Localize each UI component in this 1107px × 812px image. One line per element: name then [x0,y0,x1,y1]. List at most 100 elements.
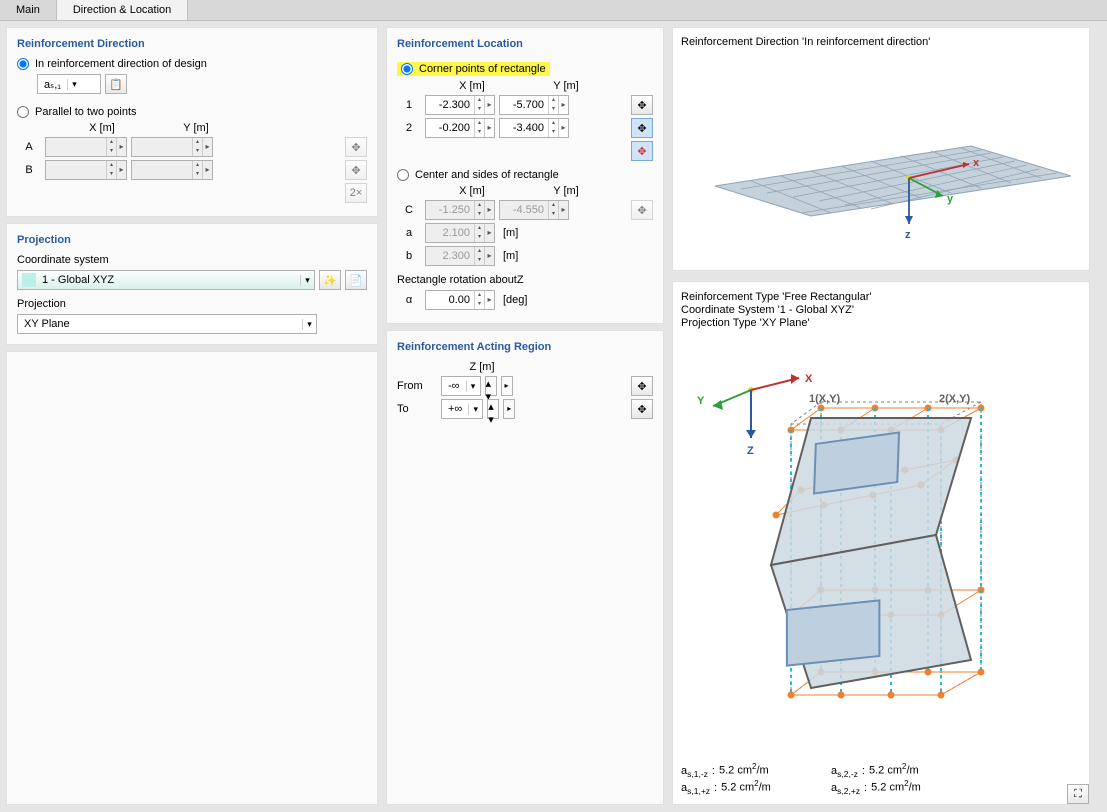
pick-to-icon-button[interactable]: ✥ [631,399,653,419]
unit-m: [m] [503,250,518,262]
list-icon-button[interactable]: 📋 [105,74,127,94]
info-proj: Projection Type 'XY Plane' [681,317,1081,329]
row-label-a: a [397,227,421,239]
direction-preview: Reinforcement Direction 'In reinforcemen… [672,27,1090,271]
pt1-y-input[interactable]: ▴▾▸ [499,95,569,115]
location-opt-corner[interactable]: Corner points of rectangle [397,62,550,76]
pick-b-icon-button: ✥ [345,160,367,180]
tab-main[interactable]: Main [0,0,57,20]
location-opt-center[interactable]: Center and sides of rectangle [397,169,653,181]
reinforcement-location-panel: Reinforcement Location Corner points of … [386,27,664,324]
pt1-x-input[interactable]: ▴▾▸ [425,95,495,115]
chevron-down-icon[interactable]: ▾ [302,319,316,330]
c-x-input: ▴▾▸ [425,200,495,220]
a-x-input: ▴▾▸ [45,137,127,157]
unit-deg: [deg] [503,294,527,306]
panel-title: Reinforcement Direction [17,38,367,50]
panel-title: Projection [17,234,367,246]
as-val: 5.2 cm2/m [719,762,769,777]
info-type: Reinforcement Type 'Free Rectangular' [681,291,1081,303]
header-x: X [m] [57,122,147,134]
pt2-y-input[interactable]: ▴▾▸ [499,118,569,138]
unit-m: [m] [503,227,518,239]
row-label-alpha: α [397,294,421,306]
svg-text:1(X,Y): 1(X,Y) [809,393,841,405]
svg-text:z: z [905,229,911,241]
row-label-a: A [17,141,41,153]
c-y-input: ▴▾▸ [499,200,569,220]
from-label: From [397,380,437,392]
header-x: X [m] [427,185,517,197]
chevron-down-icon[interactable]: ▾ [466,381,480,392]
info-cs: Coordinate System '1 - Global XYZ' [681,304,1081,316]
preview-title-1: Reinforcement Direction 'In reinforcemen… [681,36,1081,48]
as-value: aₛ,₁ [38,78,67,91]
radio-label: Center and sides of rectangle [415,169,559,181]
row-label-b: B [17,164,41,176]
projection-panel: Projection Coordinate system 1 - Global … [6,223,378,345]
direction-opt-in-reinforcement[interactable]: In reinforcement direction of design [17,58,367,70]
tab-direction-location[interactable]: Direction & Location [57,0,188,20]
chevron-down-icon[interactable]: ▾ [67,79,81,90]
direction-preview-svg: x y z [681,56,1079,256]
direction-opt-parallel[interactable]: Parallel to two points [17,106,367,118]
pick-from-icon-button[interactable]: ✥ [631,376,653,396]
svg-text:x: x [973,157,980,169]
chevron-down-icon[interactable]: ▾ [300,275,314,286]
alpha-input[interactable]: ▴▾▸ [425,290,495,310]
cs-value: 1 - Global XYZ [36,274,120,286]
header-y: Y [m] [151,122,241,134]
as-select[interactable]: aₛ,₁ ▾ [37,74,101,94]
pick-a-icon-button: ✥ [345,137,367,157]
proj-label: Projection [17,298,367,310]
new-cs-icon-button[interactable]: ✨ [319,270,341,290]
expand-icon-button[interactable]: ⛶ [1067,784,1089,804]
cs-label: Coordinate system [17,254,367,266]
acting-region-panel: Reinforcement Acting Region Z [m] From -… [386,330,664,805]
radio[interactable] [17,106,29,118]
pick-2x-icon-button: 2× [345,183,367,203]
row-label-c: C [397,204,421,216]
pick-2pt-icon-button[interactable]: ✥ [631,141,653,161]
projection-select[interactable]: XY Plane ▾ [17,314,317,334]
pick-pt2-icon-button[interactable]: ✥ [631,118,653,138]
svg-text:y: y [947,193,954,205]
as-key: as,1,+z [681,782,710,796]
header-z: Z [m] [437,361,527,373]
pt2-x-input[interactable]: ▴▾▸ [425,118,495,138]
header-x: X [m] [427,80,517,92]
pick-pt1-icon-button[interactable]: ✥ [631,95,653,115]
b-x-input: ▴▾▸ [45,160,127,180]
to-select[interactable]: +∞▾ [441,399,483,419]
radio-label: In reinforcement direction of design [35,58,207,70]
radio[interactable] [401,63,413,75]
coord-system-select[interactable]: 1 - Global XYZ ▾ [17,270,315,290]
row-label-1: 1 [397,99,421,111]
as-key: as,1,-z [681,765,708,779]
proj-value: XY Plane [18,318,76,330]
edit-cs-icon-button[interactable]: 📄 [345,270,367,290]
svg-text:Z: Z [747,445,754,457]
chevron-down-icon[interactable]: ▾ [468,404,482,415]
b-y-input: ▴▾▸ [131,160,213,180]
svg-text:Y: Y [697,395,705,407]
header-y: Y [m] [521,185,611,197]
radio[interactable] [17,58,29,70]
radio-label: Parallel to two points [35,106,137,118]
reinforcement-direction-panel: Reinforcement Direction In reinforcement… [6,27,378,217]
as-val: 5.2 cm2/m [871,779,921,794]
panel-title: Reinforcement Acting Region [397,341,653,353]
b-input: ▴▾▸ [425,246,495,266]
radio[interactable] [397,169,409,181]
header-y: Y [m] [521,80,611,92]
to-value: +∞ [442,403,468,415]
radio-label: Corner points of rectangle [419,63,546,75]
from-value: -∞ [442,380,466,392]
from-select[interactable]: -∞▾ [441,376,481,396]
a-input: ▴▾▸ [425,223,495,243]
rotation-label: Rectangle rotation aboutZ [397,274,653,286]
pick-c-icon-button: ✥ [631,200,653,220]
as-key: as,2,-z [831,765,858,779]
blank-panel [6,351,378,805]
tab-bar: Main Direction & Location [0,0,1107,21]
